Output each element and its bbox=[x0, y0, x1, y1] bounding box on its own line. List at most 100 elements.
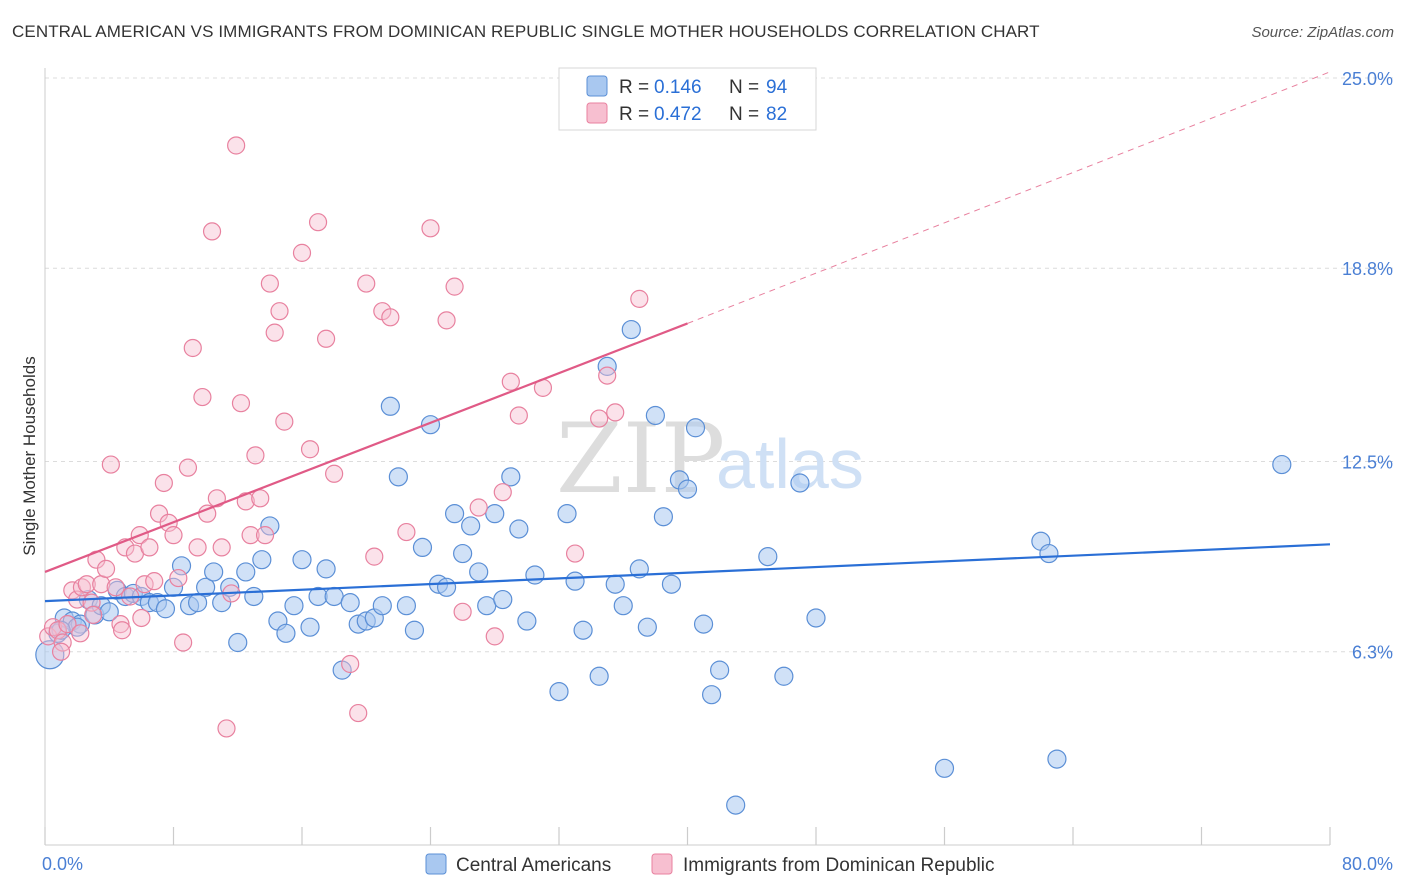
point-dominican-80 bbox=[132, 608, 151, 628]
point-dominican-76 bbox=[630, 289, 649, 308]
watermark-atlas: atlas bbox=[716, 425, 864, 503]
series-legend: Central Americans Immigrants from Domini… bbox=[425, 853, 995, 876]
point-dominican-79 bbox=[112, 621, 132, 640]
point-central-american-20 bbox=[196, 577, 216, 597]
legend-r-value-1: 0.146 bbox=[654, 77, 702, 98]
point-central-american-42 bbox=[372, 596, 392, 616]
source-label: Source: ZipAtlas.com bbox=[1251, 24, 1394, 41]
point-central-american-35 bbox=[316, 559, 336, 579]
bottom-legend-swatch-pink bbox=[651, 853, 673, 875]
trend-extension-dominican-republic bbox=[687, 71, 1331, 324]
point-central-american-56 bbox=[485, 504, 505, 524]
series-central-americans bbox=[35, 319, 1292, 815]
point-central-american-47 bbox=[412, 537, 433, 558]
point-dominican-49 bbox=[275, 412, 294, 431]
point-dominican-28 bbox=[174, 633, 193, 652]
point-dominican-77 bbox=[51, 642, 71, 661]
point-central-american-51 bbox=[444, 504, 465, 524]
point-central-american-26 bbox=[244, 586, 264, 607]
point-dominican-34 bbox=[202, 222, 222, 241]
point-dominican-52 bbox=[308, 213, 328, 232]
point-central-american-24 bbox=[228, 632, 248, 653]
point-dominican-22 bbox=[145, 572, 164, 591]
watermark: ZIP atlas bbox=[556, 403, 864, 515]
x-tick-label-1: 80.0% bbox=[1342, 854, 1393, 874]
point-central-american-83 bbox=[758, 547, 778, 567]
point-dominican-23 bbox=[149, 504, 169, 523]
point-dominican-42 bbox=[241, 526, 260, 545]
point-central-american-50 bbox=[436, 577, 457, 597]
point-dominican-44 bbox=[251, 489, 270, 508]
point-central-american-86 bbox=[806, 608, 826, 628]
trend-lines bbox=[44, 71, 1331, 603]
point-dominican-53 bbox=[316, 329, 336, 348]
y-axis-label: Single Mother Households bbox=[20, 356, 39, 555]
point-dominican-66 bbox=[469, 498, 488, 517]
point-dominican-4 bbox=[58, 615, 77, 634]
trend-line-dominican-republic bbox=[44, 322, 688, 573]
point-dominican-73 bbox=[590, 409, 609, 428]
point-dominican-32 bbox=[193, 387, 212, 407]
point-central-american-81 bbox=[710, 660, 730, 680]
point-dominican-7 bbox=[72, 578, 92, 597]
point-dominican-55 bbox=[341, 654, 360, 674]
point-central-american-45 bbox=[396, 596, 417, 616]
point-central-american-52 bbox=[453, 543, 473, 564]
legend-swatch-pink bbox=[586, 102, 608, 124]
point-central-american-8 bbox=[99, 602, 119, 622]
point-dominican-15 bbox=[111, 615, 130, 634]
point-dominican-35 bbox=[207, 489, 226, 508]
trend-line-central-americans bbox=[44, 543, 1331, 603]
point-dominican-58 bbox=[365, 547, 384, 566]
point-dominican-46 bbox=[260, 274, 279, 293]
point-central-american-89 bbox=[1039, 543, 1059, 564]
point-central-american-85 bbox=[790, 473, 810, 493]
point-dominican-47 bbox=[265, 323, 284, 342]
point-central-american-59 bbox=[509, 519, 529, 539]
legend-n-label-1: N = bbox=[729, 77, 759, 98]
point-central-american-53 bbox=[461, 516, 481, 536]
point-central-american-36 bbox=[324, 586, 344, 607]
point-dominican-13 bbox=[101, 455, 120, 474]
point-central-american-31 bbox=[284, 596, 304, 616]
point-dominican-48 bbox=[270, 302, 289, 321]
point-central-american-33 bbox=[300, 617, 320, 637]
axes bbox=[44, 68, 1331, 846]
point-dominican-67 bbox=[485, 627, 504, 646]
point-central-american-58 bbox=[501, 467, 521, 487]
point-central-american-25 bbox=[236, 562, 256, 582]
point-central-american-30 bbox=[276, 623, 296, 643]
y-tick-label-2: 18.8% bbox=[1342, 259, 1393, 279]
point-dominican-27 bbox=[169, 568, 188, 588]
point-dominican-57 bbox=[357, 274, 376, 293]
point-central-american-64 bbox=[565, 571, 585, 591]
point-central-american-77 bbox=[677, 479, 698, 499]
point-central-american-62 bbox=[549, 681, 569, 702]
point-central-american-69 bbox=[613, 596, 633, 616]
point-dominican-39 bbox=[227, 136, 246, 155]
point-central-american-80 bbox=[701, 685, 722, 705]
point-dominican-78 bbox=[84, 605, 103, 625]
point-central-american-15 bbox=[155, 599, 176, 619]
legend-n-label-2: N = bbox=[729, 104, 759, 125]
point-central-american-60 bbox=[517, 611, 537, 631]
point-dominican-43 bbox=[246, 446, 265, 465]
point-dominican-45 bbox=[255, 526, 275, 545]
point-central-american-74 bbox=[653, 507, 674, 527]
point-central-american-44 bbox=[388, 467, 408, 487]
point-central-american-71 bbox=[629, 559, 649, 579]
point-dominican-69 bbox=[501, 372, 520, 391]
point-central-american-72 bbox=[637, 617, 657, 637]
point-dominican-37 bbox=[217, 719, 236, 738]
point-central-american-78 bbox=[685, 418, 706, 438]
point-dominican-62 bbox=[421, 219, 440, 238]
point-dominican-50 bbox=[292, 243, 312, 262]
point-central-american-38 bbox=[340, 593, 360, 613]
point-central-american-28 bbox=[260, 516, 280, 536]
point-central-american-63 bbox=[557, 504, 577, 524]
point-central-american-55 bbox=[477, 596, 497, 616]
point-central-american-21 bbox=[204, 562, 224, 582]
point-dominican-29 bbox=[178, 458, 198, 477]
point-dominican-75 bbox=[606, 403, 625, 422]
